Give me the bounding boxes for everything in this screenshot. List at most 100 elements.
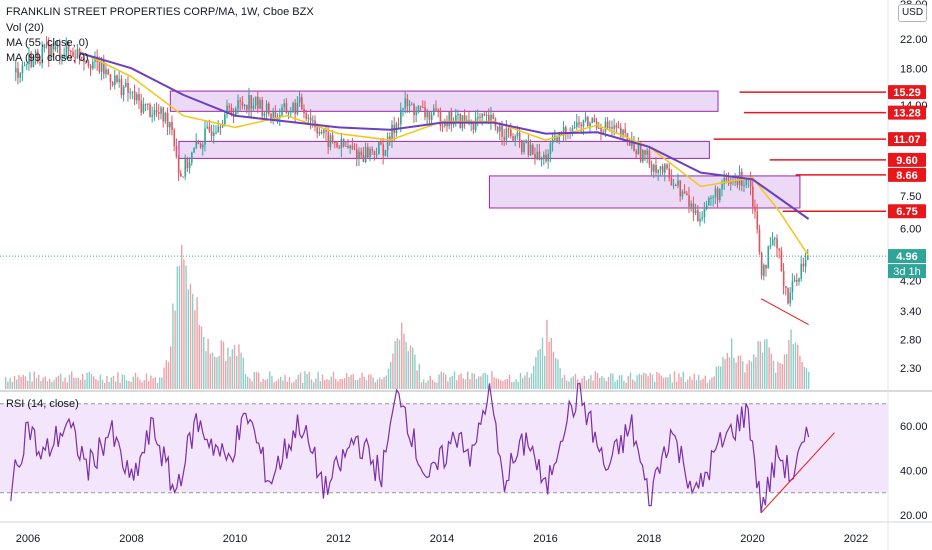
ma99-line [79, 52, 810, 220]
price-candle [602, 131, 605, 133]
price-candle [774, 238, 776, 240]
volume-bar [139, 379, 141, 389]
price-candle [659, 166, 662, 170]
price-candle [536, 151, 539, 160]
price-candle [600, 127, 602, 132]
price-candle [672, 185, 675, 187]
price-candle [144, 103, 147, 105]
volume-bar [473, 373, 475, 389]
volume-bar [671, 382, 673, 389]
price-candle [125, 82, 127, 87]
volume-bar [766, 338, 768, 389]
price-candle [270, 113, 272, 119]
price-candle [424, 107, 426, 118]
price-candle [576, 122, 578, 127]
price-candle [743, 185, 745, 187]
volume-bar [33, 371, 35, 389]
volume-bar [308, 372, 310, 389]
volume-bar [662, 377, 665, 389]
volume-bar [581, 378, 583, 389]
volume-bar [636, 375, 638, 389]
price-candle [155, 110, 158, 113]
volume-bar [572, 376, 574, 389]
volume-legend: Vol (20) [6, 22, 44, 34]
volume-bar [225, 360, 227, 389]
price-candle [732, 181, 734, 183]
volume-bar [539, 348, 541, 389]
price-candle [448, 111, 451, 127]
volume-bar [632, 379, 634, 389]
price-candle [171, 122, 173, 131]
price-candle [485, 114, 488, 116]
volume-bar [49, 378, 51, 389]
volume-bar [511, 382, 513, 389]
price-candle [664, 164, 666, 173]
price-candle [386, 136, 389, 151]
price-candle [158, 112, 160, 114]
volume-bar [18, 375, 20, 389]
volume-bar [614, 381, 616, 389]
volume-bar [621, 374, 623, 389]
price-candle [239, 100, 242, 102]
price-tick-label: 22.00 [900, 34, 928, 46]
volume-bar [409, 345, 412, 389]
price-candle [617, 127, 620, 129]
price-candle [169, 122, 171, 128]
price-candle [70, 50, 72, 52]
volume-bar [599, 377, 601, 389]
currency-button[interactable]: USD [898, 4, 927, 22]
volume-bar [291, 382, 293, 389]
price-candle [688, 195, 690, 207]
price-candle [281, 107, 283, 116]
volume-bar [7, 381, 9, 389]
price-candle [433, 108, 435, 116]
volume-bar [16, 379, 18, 389]
volume-bar [726, 352, 728, 389]
price-candle [63, 55, 66, 58]
price-candle [441, 125, 444, 127]
volume-bar [717, 365, 720, 389]
volume-bar [196, 297, 198, 389]
price-candle [578, 122, 580, 125]
volume-bar [31, 381, 33, 389]
price-candle [103, 60, 105, 74]
volume-bar [275, 381, 277, 389]
volume-bar [280, 376, 282, 389]
volume-bar [775, 372, 777, 389]
volume-bar [557, 359, 559, 389]
price-candle [499, 125, 501, 132]
price-candle [74, 56, 77, 59]
price-candle [316, 127, 319, 134]
volume-bar [282, 380, 284, 389]
volume-bar [737, 355, 739, 389]
time-tick-label: 2006 [16, 533, 40, 545]
volume-bar [167, 361, 170, 389]
price-candle [294, 102, 297, 114]
price-candle [609, 127, 611, 129]
volume-bar [794, 342, 797, 389]
volume-bar [425, 382, 427, 389]
price-candle [131, 91, 134, 93]
volume-bar [242, 357, 244, 389]
volume-bar [68, 374, 71, 389]
price-candle [142, 103, 145, 113]
price-candle [404, 98, 407, 109]
volume-bar [669, 374, 671, 389]
price-candle [785, 286, 787, 289]
price-candle [250, 95, 253, 109]
volume-bar [645, 373, 647, 389]
zone-rect-1 [178, 140, 710, 159]
volume-bar [170, 346, 172, 389]
price-candle [450, 111, 453, 125]
volume-bar [214, 356, 216, 389]
price-candle [129, 92, 132, 94]
price-candle [61, 57, 63, 59]
resistance-label-2: 11.07 [894, 134, 921, 146]
price-candle [356, 149, 358, 159]
price-candle [87, 60, 90, 66]
volume-bar [172, 303, 174, 389]
volume-bar [390, 361, 392, 389]
volume-bar [398, 339, 401, 389]
volume-bar [486, 374, 489, 389]
